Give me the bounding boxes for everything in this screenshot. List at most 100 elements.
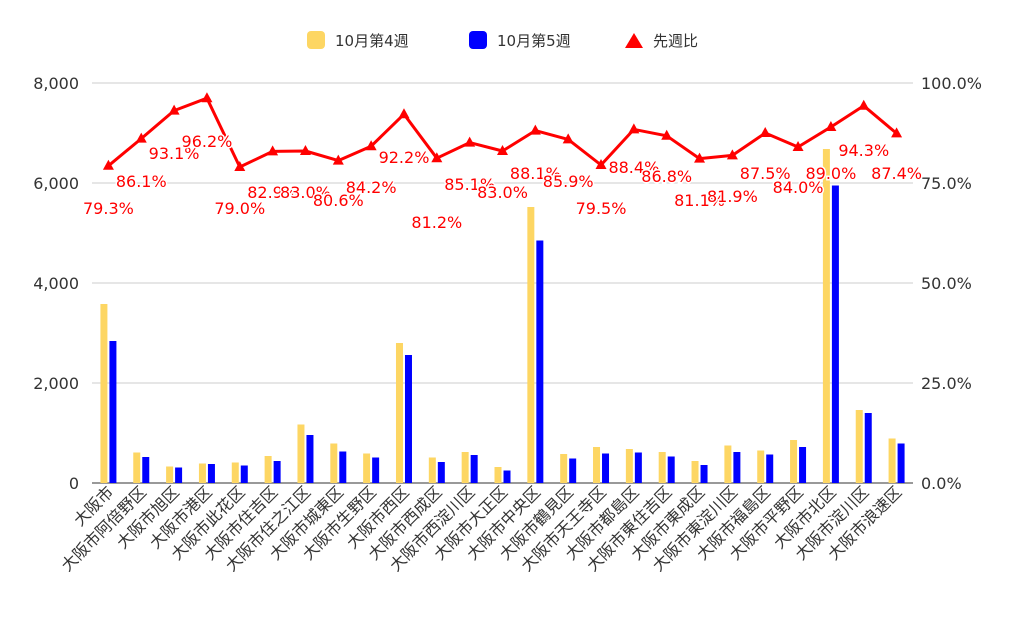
ratio-point	[168, 104, 180, 115]
y-right-tick-label: 0.0%	[921, 474, 962, 493]
ratio-point	[332, 154, 344, 165]
bar-week5	[339, 451, 347, 483]
bar-week5	[766, 454, 774, 483]
ratio-point	[628, 123, 640, 134]
ratio-point	[792, 141, 804, 151]
ratio-point	[267, 145, 279, 156]
ratio-data-label: 86.1%	[116, 172, 167, 191]
bar-week5	[569, 458, 577, 483]
ratio-point	[891, 127, 903, 138]
legend: 10月第4週 10月第5週 先週比	[0, 28, 1024, 52]
y-right-tick-label: 75.0%	[921, 174, 972, 193]
bar-week5	[207, 464, 215, 483]
ratio-data-label: 96.2%	[182, 132, 233, 151]
legend-swatch-week4	[307, 31, 325, 49]
ratio-point	[759, 127, 771, 137]
bar-week5	[503, 470, 511, 483]
y-left-tick-label: 4,000	[33, 274, 79, 293]
legend-label-week4: 10月第4週	[335, 31, 409, 50]
bar-week5	[142, 457, 150, 483]
bar-week4	[593, 447, 601, 483]
ratio-point	[529, 124, 541, 135]
bar-week4	[330, 443, 338, 483]
ratio-data-label: 84.2%	[346, 178, 397, 197]
legend-triangle-icon	[625, 32, 643, 48]
bar-week4	[625, 449, 633, 483]
bar-week4	[691, 461, 699, 483]
bar-week5	[240, 465, 248, 483]
y-right-tick-label: 25.0%	[921, 374, 972, 393]
bar-week4	[724, 445, 732, 483]
ratio-data-label: 79.3%	[83, 199, 134, 218]
bar-week4	[100, 304, 108, 483]
ratio-point	[858, 99, 870, 110]
ratio-data-label: 84.0%	[773, 178, 824, 197]
legend-swatch-week5	[469, 31, 487, 49]
bar-week4	[363, 453, 371, 483]
bar-week5	[306, 435, 314, 483]
ratio-data-label: 82.9%	[247, 183, 298, 202]
ratio-data-label: 88.4%	[608, 158, 659, 177]
bar-week5	[437, 462, 445, 483]
bar-week4	[757, 450, 765, 483]
bar-week4	[166, 466, 174, 483]
bar-week4	[231, 462, 239, 483]
bar-week4	[461, 452, 469, 483]
bar-week5	[536, 240, 544, 483]
y-right-tick-label: 100.0%	[921, 74, 982, 93]
bar-week4	[527, 207, 535, 483]
legend-label-ratio: 先週比	[653, 31, 699, 50]
bar-week5	[733, 452, 741, 483]
legend-item-week5[interactable]: 10月第5週	[469, 28, 571, 52]
ratio-data-label: 83.0%	[477, 183, 528, 202]
bar-week5	[602, 453, 610, 483]
bar-week5	[109, 341, 117, 483]
ratio-data-label: 81.9%	[707, 187, 758, 206]
ratio-point	[562, 133, 574, 144]
ratio-data-label: 85.9%	[543, 172, 594, 191]
ratio-data-label: 81.2%	[411, 213, 462, 232]
ratio-data-label: 80.6%	[313, 191, 364, 210]
bar-week4	[560, 454, 568, 483]
ratio-point	[726, 149, 738, 160]
bar-week4	[395, 343, 403, 483]
ratio-data-label: 87.4%	[871, 164, 922, 183]
ratio-data-label: 89.0%	[805, 164, 856, 183]
ratio-data-label: 81.1%	[674, 191, 725, 210]
bar-week5	[634, 452, 642, 483]
ratio-point	[431, 152, 443, 163]
bar-week5	[897, 443, 905, 483]
bar-week4	[494, 467, 502, 483]
ratio-data-label: 79.5%	[576, 199, 627, 218]
legend-item-ratio[interactable]: 先週比	[625, 28, 698, 52]
ratio-point	[299, 145, 311, 155]
legend-item-week4[interactable]: 10月第4週	[307, 28, 409, 52]
y-left-tick-label: 0	[69, 474, 79, 493]
bar-week4	[297, 424, 305, 483]
bar-week4	[855, 410, 863, 483]
ratio-data-label: 94.3%	[838, 141, 889, 160]
bar-week5	[372, 457, 380, 483]
legend-label-week5: 10月第5週	[497, 31, 571, 50]
bar-week5	[175, 467, 183, 483]
bar-week4	[198, 463, 206, 483]
ratio-data-label: 86.8%	[641, 167, 692, 186]
ratio-point	[825, 121, 837, 131]
bar-week5	[831, 185, 839, 483]
bar-week4	[822, 149, 830, 483]
ratio-point	[102, 159, 114, 170]
bar-week5	[700, 465, 708, 483]
ratio-point	[661, 129, 673, 140]
bar-week5	[667, 456, 675, 483]
ratio-point	[201, 92, 213, 103]
bar-week4	[658, 452, 666, 483]
ratio-point	[398, 108, 410, 119]
bar-week5	[864, 413, 872, 483]
bar-week4	[888, 438, 896, 483]
ratio-data-label: 83.0%	[280, 183, 331, 202]
ratio-point	[497, 145, 508, 155]
ratio-point	[135, 132, 147, 143]
bar-week4	[133, 452, 141, 483]
ratio-point	[694, 152, 706, 163]
